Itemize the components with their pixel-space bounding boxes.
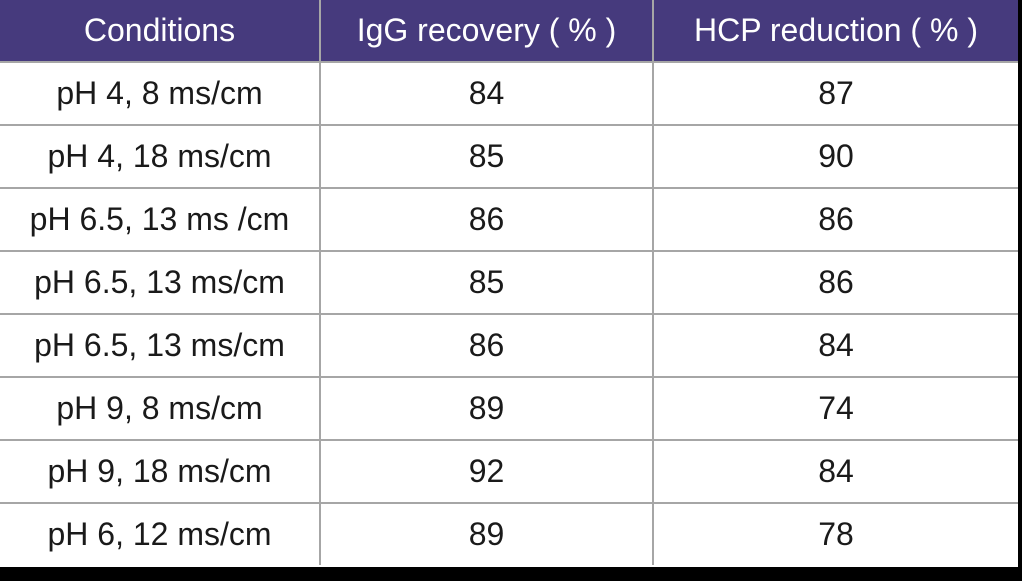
results-table: Conditions IgG recovery ( % ) HCP reduct… xyxy=(0,0,1018,565)
igg-recovery-cell: 92 xyxy=(319,439,654,504)
hcp-reduction-cell: 90 xyxy=(652,124,1018,189)
hcp-reduction-cell: 74 xyxy=(652,376,1018,441)
condition-cell: pH 4, 8 ms/cm xyxy=(0,61,321,126)
condition-cell: pH 9, 18 ms/cm xyxy=(0,439,321,504)
igg-recovery-cell: 84 xyxy=(319,61,654,126)
header-cell-hcp-reduction: HCP reduction ( % ) xyxy=(652,0,1018,63)
table-row: pH 9, 8 ms/cm 89 74 xyxy=(0,376,1018,441)
header-cell-conditions: Conditions xyxy=(0,0,321,63)
igg-recovery-cell: 86 xyxy=(319,313,654,378)
hcp-reduction-cell: 84 xyxy=(652,313,1018,378)
igg-recovery-cell: 85 xyxy=(319,250,654,315)
table-row: pH 4, 8 ms/cm 84 87 xyxy=(0,61,1018,126)
hcp-reduction-cell: 86 xyxy=(652,187,1018,252)
table-row: pH 4, 18 ms/cm 85 90 xyxy=(0,124,1018,189)
table-row: pH 6.5, 13 ms /cm 86 86 xyxy=(0,187,1018,252)
table-row: pH 6.5, 13 ms/cm 86 84 xyxy=(0,313,1018,378)
header-cell-igg-recovery: IgG recovery ( % ) xyxy=(319,0,654,63)
condition-cell: pH 6, 12 ms/cm xyxy=(0,502,321,565)
hcp-reduction-cell: 84 xyxy=(652,439,1018,504)
right-border-bar xyxy=(1018,0,1022,581)
hcp-reduction-cell: 86 xyxy=(652,250,1018,315)
table-row: pH 9, 18 ms/cm 92 84 xyxy=(0,439,1018,504)
condition-cell: pH 6.5, 13 ms/cm xyxy=(0,313,321,378)
header-row: Conditions IgG recovery ( % ) HCP reduct… xyxy=(0,0,1018,63)
table-row: pH 6, 12 ms/cm 89 78 xyxy=(0,502,1018,565)
hcp-reduction-cell: 78 xyxy=(652,502,1018,565)
condition-cell: pH 9, 8 ms/cm xyxy=(0,376,321,441)
condition-cell: pH 6.5, 13 ms /cm xyxy=(0,187,321,252)
bottom-border-bar xyxy=(0,567,1022,581)
igg-recovery-cell: 86 xyxy=(319,187,654,252)
condition-cell: pH 6.5, 13 ms/cm xyxy=(0,250,321,315)
igg-recovery-cell: 89 xyxy=(319,376,654,441)
hcp-reduction-cell: 87 xyxy=(652,61,1018,126)
condition-cell: pH 4, 18 ms/cm xyxy=(0,124,321,189)
table-row: pH 6.5, 13 ms/cm 85 86 xyxy=(0,250,1018,315)
igg-recovery-cell: 89 xyxy=(319,502,654,565)
igg-recovery-cell: 85 xyxy=(319,124,654,189)
